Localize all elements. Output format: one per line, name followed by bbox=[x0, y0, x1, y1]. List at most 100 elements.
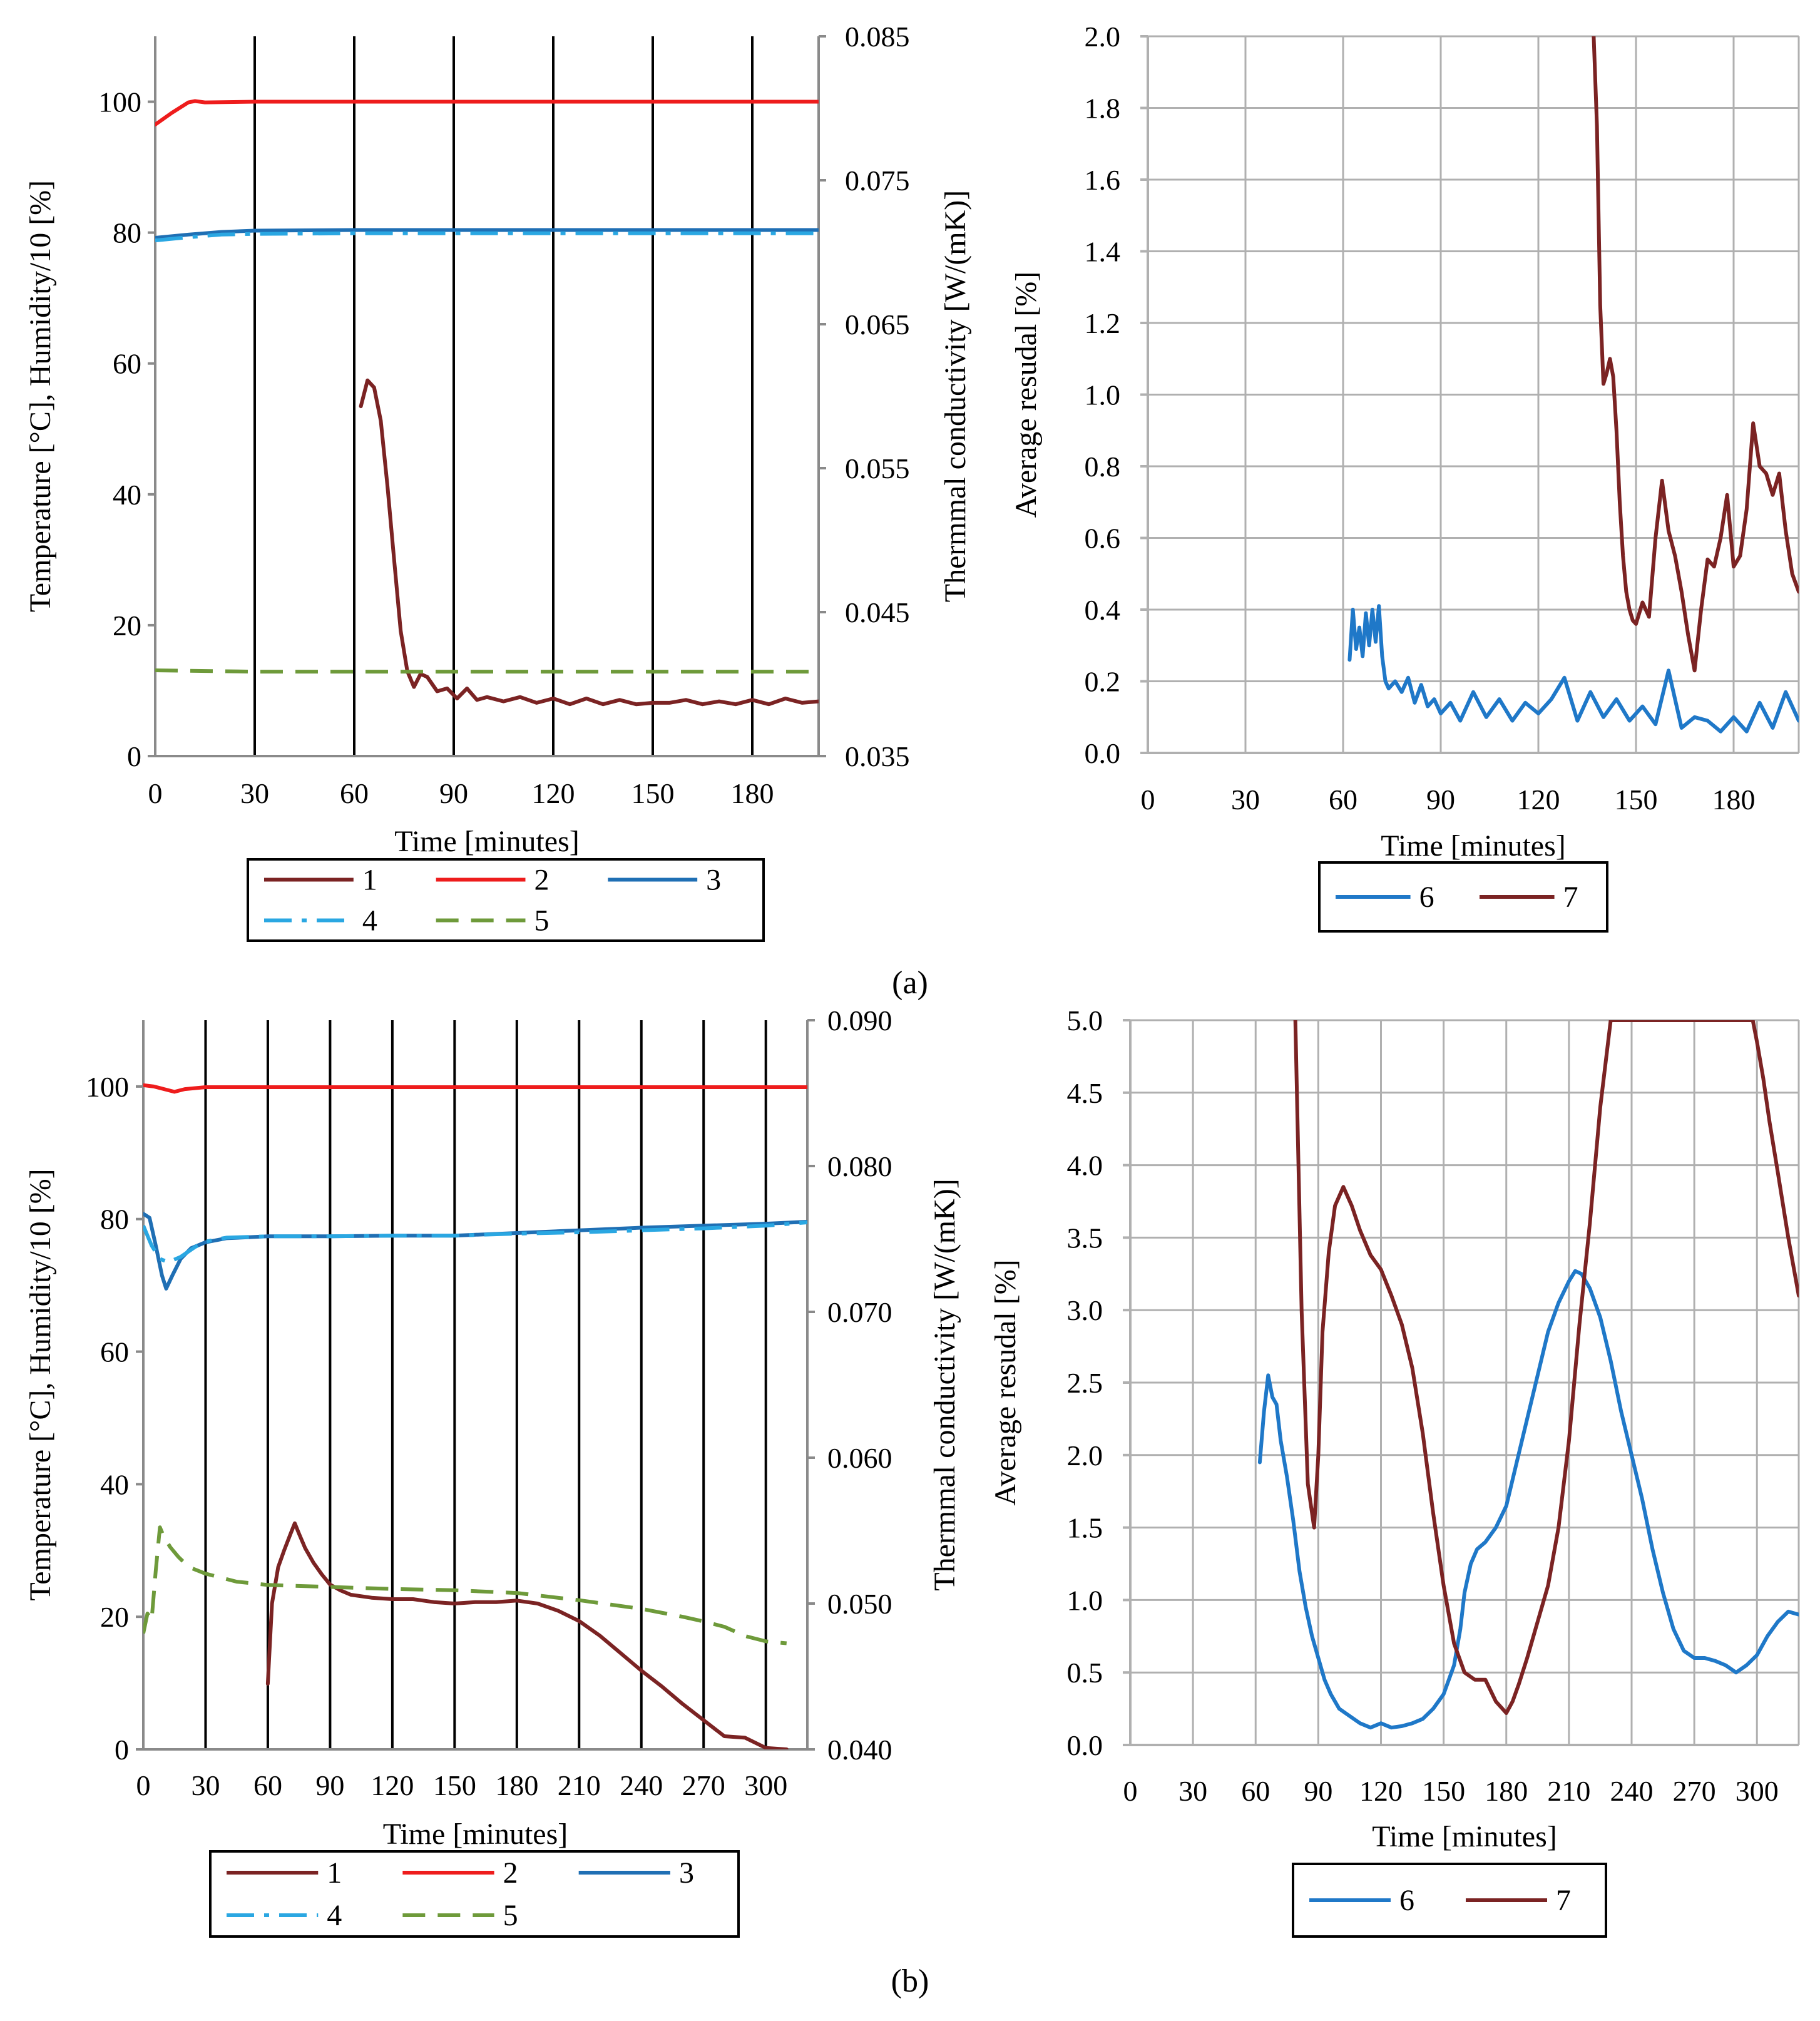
series-line-6 bbox=[1257, 1269, 1799, 1730]
y-tick-label: 1.6 bbox=[1085, 164, 1121, 196]
legend-label-3: 3 bbox=[706, 864, 721, 897]
x-tick-label: 0 bbox=[136, 1769, 151, 1801]
x-tick-label: 120 bbox=[371, 1769, 414, 1801]
y2-tick-label: 0.055 bbox=[845, 453, 910, 484]
series-line-2 bbox=[155, 99, 819, 127]
x-tick-label: 210 bbox=[1547, 1775, 1590, 1807]
x-tick-label: 0 bbox=[1123, 1775, 1138, 1807]
y-tick-label: 1.8 bbox=[1085, 93, 1121, 125]
y-tick-label: 40 bbox=[100, 1468, 129, 1500]
y-tick-label: 0.6 bbox=[1085, 523, 1121, 555]
series-group bbox=[155, 99, 819, 707]
y-axis-title: Average resudal [%] bbox=[989, 1259, 1022, 1506]
x-tick-label: 120 bbox=[532, 777, 575, 809]
x-tick-label: 60 bbox=[253, 1769, 282, 1801]
y-tick-label: 4.5 bbox=[1067, 1077, 1103, 1109]
legend: 1 2 3 4 5 bbox=[247, 858, 765, 942]
y-tick-label: 2.0 bbox=[1067, 1440, 1103, 1471]
series-group bbox=[1347, 36, 1799, 734]
y2-tick-label: 0.080 bbox=[827, 1150, 892, 1182]
y2-tick-label: 0.070 bbox=[827, 1296, 892, 1328]
y-tick-label: 4.0 bbox=[1067, 1150, 1103, 1182]
x-tick-label: 30 bbox=[1178, 1775, 1207, 1807]
x-tick-label: 270 bbox=[1673, 1775, 1716, 1807]
y2-tick-label: 0.075 bbox=[845, 165, 910, 197]
legend-label-3: 3 bbox=[679, 1856, 694, 1890]
y2-tick-label: 0.035 bbox=[845, 740, 910, 772]
y2-axis-title: Thermmal conductivity [W/(mK)] bbox=[939, 190, 972, 602]
series-line-7 bbox=[1592, 36, 1799, 673]
y2-tick-label: 0.045 bbox=[845, 596, 910, 628]
x-tick-label: 180 bbox=[1485, 1775, 1528, 1807]
legend-label-7: 7 bbox=[1563, 881, 1578, 914]
y-tick-label: 3.5 bbox=[1067, 1222, 1103, 1254]
y-axis-title: Average resudal [%] bbox=[1010, 272, 1043, 518]
panel-label-b: (b) bbox=[891, 1963, 929, 1999]
y-tick-label: 20 bbox=[100, 1601, 129, 1633]
y2-tick-label: 0.085 bbox=[845, 21, 910, 53]
series-line-4 bbox=[155, 231, 819, 243]
x-tick-label: 60 bbox=[1329, 784, 1357, 816]
x-tick-label: 0 bbox=[148, 777, 163, 809]
y-tick-label: 40 bbox=[113, 479, 141, 511]
x-tick-label: 120 bbox=[1517, 784, 1560, 816]
y-tick-label: 0.4 bbox=[1085, 594, 1121, 626]
series-line-2 bbox=[143, 1083, 807, 1094]
y-tick-label: 3.0 bbox=[1067, 1294, 1103, 1326]
x-axis-title: Time [minutes] bbox=[383, 1818, 568, 1851]
y-tick-label: 0.2 bbox=[1085, 666, 1121, 698]
x-tick-label: 150 bbox=[631, 777, 675, 809]
chart-2-panel-b: 0 30 60 90 120 150 180 210 240 270 300 0 20 40 60 80 100… bbox=[24, 1005, 961, 1938]
x-tick-label: 150 bbox=[433, 1769, 476, 1801]
x-tick-label: 120 bbox=[1359, 1775, 1403, 1807]
y-tick-label: 100 bbox=[86, 1071, 129, 1103]
x-tick-label: 60 bbox=[1241, 1775, 1270, 1807]
chart-1-panel-a: 0 30 60 90 120 150 180 0.0 0.2 0.4 0.6 0.8 1.0 1.2 1.4… bbox=[1010, 21, 1800, 933]
y-tick-label: 2.5 bbox=[1067, 1367, 1103, 1399]
y-tick-label: 0 bbox=[127, 740, 141, 772]
series-line-4 bbox=[143, 1220, 807, 1264]
y-tick-label: 1.2 bbox=[1085, 307, 1121, 339]
x-tick-label: 180 bbox=[731, 777, 774, 809]
panel-label-a: (a) bbox=[892, 965, 928, 1001]
x-tick-label: 180 bbox=[1712, 784, 1756, 816]
y2-tick-label: 0.090 bbox=[827, 1005, 892, 1036]
legend-label-2: 2 bbox=[503, 1856, 518, 1890]
x-tick-label: 150 bbox=[1422, 1775, 1465, 1807]
legend-box bbox=[247, 858, 765, 942]
series-line-5 bbox=[143, 1525, 787, 1645]
y-tick-label: 80 bbox=[100, 1204, 129, 1236]
x-tick-label: 210 bbox=[558, 1769, 601, 1801]
x-tick-label: 240 bbox=[1610, 1775, 1654, 1807]
x-tick-label: 30 bbox=[191, 1769, 220, 1801]
x-tick-label: 150 bbox=[1615, 784, 1658, 816]
series-line-1 bbox=[265, 1521, 789, 1749]
series-line-1 bbox=[359, 378, 819, 707]
legend-label-1: 1 bbox=[362, 864, 377, 897]
legend-label-2: 2 bbox=[534, 864, 549, 897]
y-tick-label: 1.0 bbox=[1085, 379, 1121, 411]
x-tick-label: 300 bbox=[1736, 1775, 1779, 1807]
x-tick-label: 0 bbox=[1141, 784, 1155, 816]
x-tick-label: 90 bbox=[315, 1769, 344, 1801]
x-tick-label: 60 bbox=[340, 777, 369, 809]
y-tick-label: 1.0 bbox=[1067, 1584, 1103, 1616]
x-tick-label: 270 bbox=[682, 1769, 725, 1801]
x-tick-label: 240 bbox=[620, 1769, 663, 1801]
y-tick-label: 5.0 bbox=[1067, 1005, 1103, 1036]
y-tick-label: 20 bbox=[113, 610, 141, 642]
y-tick-label: 100 bbox=[98, 86, 141, 118]
legend-label-5: 5 bbox=[534, 904, 549, 938]
y-tick-label: 2.0 bbox=[1085, 21, 1121, 53]
y-tick-label: 0 bbox=[115, 1734, 129, 1766]
series-line-3 bbox=[155, 228, 819, 240]
series-group bbox=[1257, 1020, 1799, 1730]
y-tick-label: 80 bbox=[113, 217, 141, 249]
y-tick-label: 0.0 bbox=[1067, 1729, 1103, 1761]
x-tick-label: 30 bbox=[1231, 784, 1260, 816]
y-tick-label: 0.8 bbox=[1085, 451, 1121, 483]
x-axis-title: Time [minutes] bbox=[1372, 1820, 1557, 1853]
